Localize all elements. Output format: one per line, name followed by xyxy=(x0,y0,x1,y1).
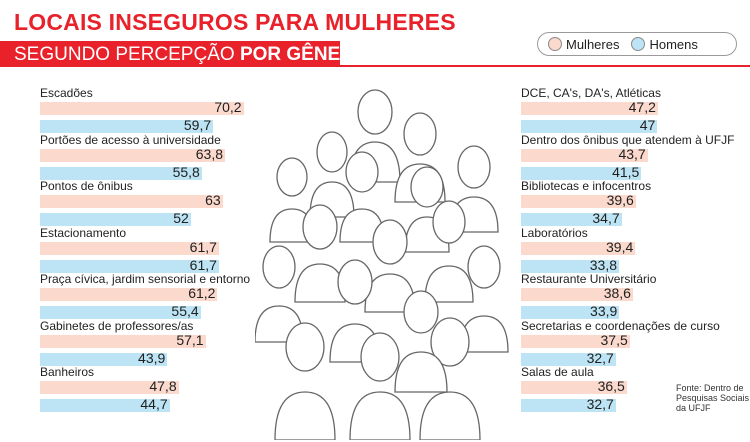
bar-men xyxy=(40,306,201,319)
value-label-men: 33,8 xyxy=(589,256,618,273)
bar-women xyxy=(40,288,218,301)
subtitle-bold: POR GÊNERO xyxy=(239,44,369,65)
source-note: Fonte: Dentro de Pesquisas Sociais da UF… xyxy=(676,383,750,413)
bar-women xyxy=(40,102,244,115)
value-label-men: 52 xyxy=(173,210,189,226)
legend-swatch-women xyxy=(548,37,562,51)
value-label-men: 32,7 xyxy=(586,349,614,366)
bar-men xyxy=(40,213,191,226)
subtitle-background xyxy=(0,41,340,67)
value-label-men: 33,9 xyxy=(590,303,618,319)
bar-women xyxy=(521,148,648,162)
category-label: Gabinetes de professores/as xyxy=(40,318,194,333)
value-label-men: 43,9 xyxy=(138,349,166,366)
bar-men xyxy=(40,120,214,133)
bar-women xyxy=(40,195,223,208)
category-label: Portões de acesso à universidade xyxy=(40,132,221,147)
value-label-women: 39,4 xyxy=(606,238,634,255)
category-label: Restaurante Universitário xyxy=(521,272,657,286)
subtitle: SEGUNDO PERCEPÇÃO POR GÊNERO xyxy=(14,44,369,66)
subtitle-bar: SEGUNDO PERCEPÇÃO POR GÊNERO xyxy=(0,41,750,67)
category-label: Laboratórios xyxy=(521,225,588,240)
bar-men xyxy=(521,259,620,273)
value-label-women: 36,5 xyxy=(597,378,625,394)
bar-men xyxy=(521,352,616,366)
legend-label-women: Mulheres xyxy=(566,36,620,52)
value-label-men: 59,7 xyxy=(183,117,212,133)
value-label-men: 61,7 xyxy=(189,256,217,273)
value-label-women: 70,2 xyxy=(214,99,242,115)
value-label-women: 47,2 xyxy=(628,99,656,115)
bar-women xyxy=(40,148,226,162)
bar-women xyxy=(521,381,627,394)
subtitle-rule xyxy=(340,65,750,67)
bar-men xyxy=(521,306,620,319)
value-label-men: 55,8 xyxy=(172,163,200,180)
legend-swatch-men xyxy=(631,37,646,51)
bar-women xyxy=(521,195,636,208)
legend: Mulheres Homens xyxy=(537,32,737,56)
bar-men xyxy=(521,213,622,226)
bar-men xyxy=(521,399,616,412)
value-label-women: 61,7 xyxy=(189,238,217,255)
value-label-men: 44,7 xyxy=(140,396,168,412)
category-label: Secretarias e coordenações de curso xyxy=(521,318,720,333)
bar-men xyxy=(40,259,219,273)
value-label-men: 34,7 xyxy=(592,210,620,226)
value-label-men: 41,5 xyxy=(612,163,640,180)
category-label: Salas de aula xyxy=(521,365,594,379)
category-label: Praça cívica, jardim sensorial e entorno xyxy=(40,272,251,286)
value-label-women: 43,7 xyxy=(618,145,646,162)
bar-women xyxy=(40,241,219,255)
category-label: Pontos de ônibus xyxy=(40,179,133,193)
value-label-men: 55,4 xyxy=(171,303,199,319)
category-label: Escadões xyxy=(40,86,93,100)
value-label-women: 63 xyxy=(205,192,221,208)
subtitle-prefix: SEGUNDO PERCEPÇÃO xyxy=(14,44,240,65)
bar-men xyxy=(40,352,168,366)
bar-women xyxy=(521,102,658,115)
category-label: Dentro dos ônibus que atendem à UFJF xyxy=(521,132,735,147)
bar-men xyxy=(40,399,170,412)
value-label-women: 57,1 xyxy=(176,331,204,348)
bar-men xyxy=(40,166,202,180)
category-label: Banheiros xyxy=(40,365,95,379)
page-title: LOCAIS INSEGUROS PARA MULHERES xyxy=(14,9,456,35)
legend-label-men: Homens xyxy=(649,36,698,52)
value-label-women: 38,6 xyxy=(603,285,631,301)
bar-women xyxy=(40,381,179,394)
value-label-women: 47,8 xyxy=(149,378,177,394)
value-label-men: 47 xyxy=(639,117,656,133)
bar-women xyxy=(521,334,630,348)
people-illustration xyxy=(255,89,509,440)
bar-women xyxy=(521,288,633,301)
category-label: Estacionamento xyxy=(40,225,127,240)
bar-men xyxy=(521,166,642,180)
value-label-women: 63,8 xyxy=(195,145,224,162)
value-label-women: 37,5 xyxy=(600,331,628,348)
bar-women xyxy=(40,334,206,348)
value-label-men: 32,7 xyxy=(586,396,614,412)
category-label: DCE, CA's, DA's, Atléticas xyxy=(521,86,661,100)
bar-men xyxy=(521,120,658,133)
category-label: Bibliotecas e infocentros xyxy=(521,179,652,193)
value-label-women: 39,6 xyxy=(606,192,634,208)
bar-women xyxy=(521,241,636,255)
value-label-women: 61,2 xyxy=(188,285,216,301)
